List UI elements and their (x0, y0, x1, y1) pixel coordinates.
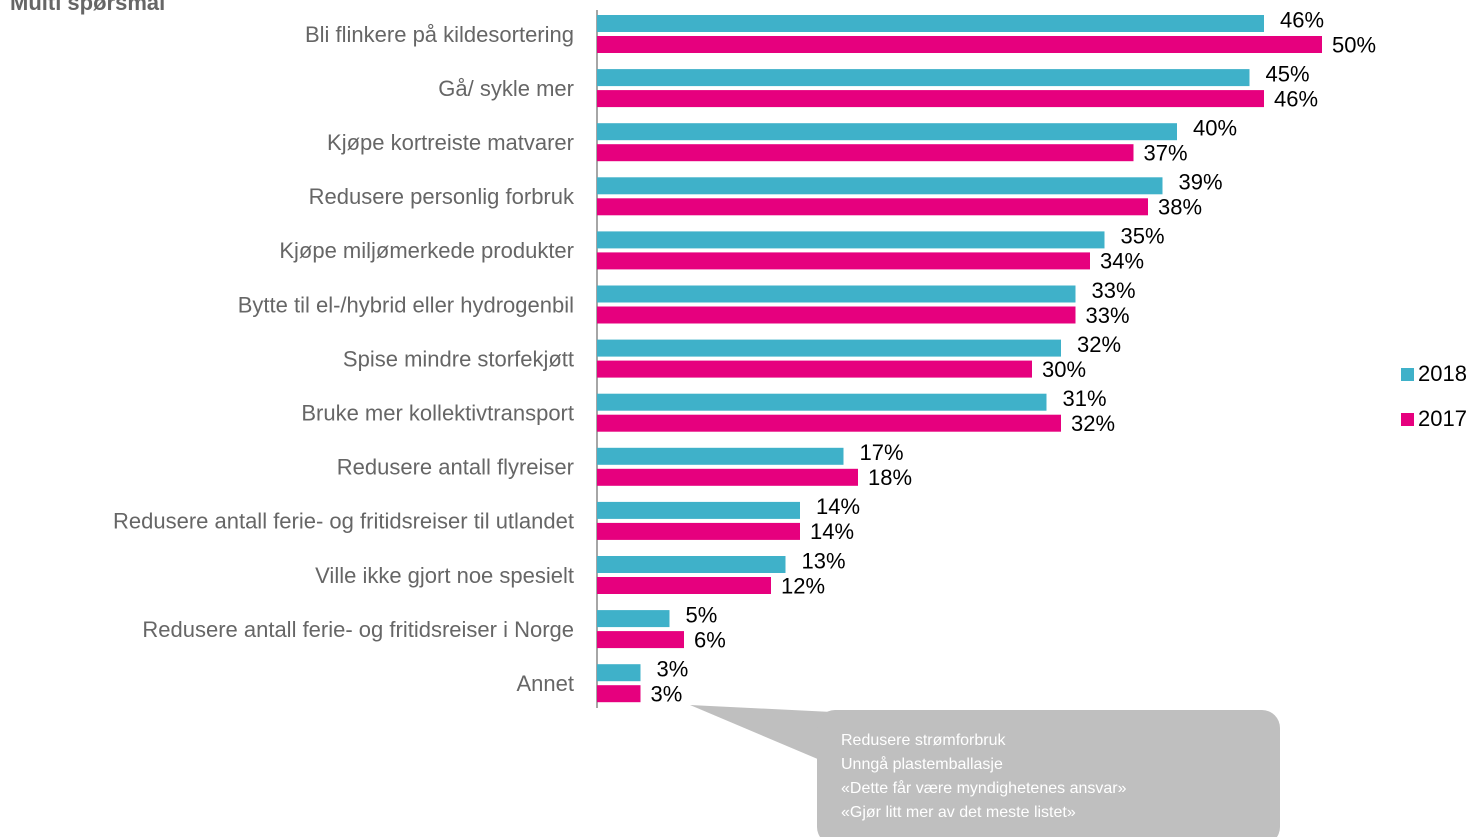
bar (597, 90, 1264, 108)
category-label: Kjøpe miljømerkede produkter (279, 238, 574, 263)
value-label: 37% (1144, 141, 1188, 166)
bar (597, 36, 1322, 53)
bar (597, 685, 641, 703)
category-label: Ville ikke gjort noe spesielt (315, 563, 574, 588)
bar (597, 393, 1047, 411)
category-label: Bytte til el-/hybrid eller hydrogenbil (238, 292, 574, 317)
bar (597, 414, 1061, 432)
value-label: 33% (1086, 303, 1130, 328)
bar (597, 577, 771, 594)
bar (597, 664, 641, 682)
bar (597, 285, 1076, 303)
category-label: Redusere personlig forbruk (309, 184, 575, 209)
value-label: 35% (1121, 224, 1165, 249)
bar (597, 144, 1134, 162)
value-label: 46% (1274, 86, 1318, 111)
bar (597, 123, 1177, 141)
bar (597, 231, 1105, 249)
bar (597, 522, 800, 540)
callout-text: Unngå plastemballasje (841, 755, 1003, 773)
bar (597, 631, 684, 649)
bar (597, 69, 1250, 87)
callout-pointer (690, 705, 832, 760)
category-label: Bli flinkere på kildesortering (305, 22, 574, 47)
bar (597, 252, 1090, 270)
value-label: 3% (657, 657, 689, 682)
callout-box (817, 710, 1280, 837)
category-label: Spise mindre storfekjøtt (343, 346, 574, 371)
bar (597, 556, 786, 573)
callout-text: «Dette får være myndighetenes ansvar» (841, 779, 1127, 797)
bar (597, 610, 670, 628)
value-label: 39% (1179, 170, 1223, 195)
value-label: 5% (686, 602, 718, 627)
legend-label: 2018 (1418, 361, 1467, 386)
category-label: Kjøpe kortreiste matvarer (327, 130, 574, 155)
value-label: 17% (860, 440, 904, 465)
category-label: Bruke mer kollektivtransport (301, 401, 574, 426)
bar (597, 15, 1264, 32)
category-label: Redusere antall ferie- og fritidsreiser … (113, 509, 574, 534)
value-label: 12% (781, 573, 825, 598)
value-label: 46% (1280, 7, 1324, 32)
value-label: 38% (1158, 195, 1202, 220)
value-label: 31% (1063, 386, 1107, 411)
category-label: Redusere antall flyreiser (337, 455, 574, 480)
bar (597, 198, 1148, 216)
value-label: 32% (1071, 411, 1115, 436)
value-label: 18% (868, 465, 912, 490)
value-label: 3% (651, 682, 683, 707)
chart-title: Multi spørsmål (10, 0, 165, 15)
callout-text: «Gjør litt mer av det meste listet» (841, 804, 1076, 821)
legend-label: 2017 (1418, 406, 1467, 431)
bar (597, 468, 858, 486)
value-label: 14% (816, 494, 860, 519)
bar (597, 306, 1076, 324)
callout-text: Redusere strømforbruk (841, 732, 1006, 749)
value-label: 14% (810, 519, 854, 544)
value-label: 6% (694, 627, 726, 652)
bar (597, 360, 1032, 378)
category-label: Redusere antall ferie- og fritidsreiser … (142, 617, 574, 642)
value-label: 40% (1193, 116, 1237, 141)
category-label: Annet (517, 671, 575, 696)
category-label: Gå/ sykle mer (438, 76, 574, 101)
value-label: 50% (1332, 32, 1376, 57)
bar (597, 339, 1061, 357)
value-label: 33% (1092, 278, 1136, 303)
legend-swatch (1401, 368, 1414, 381)
value-label: 34% (1100, 249, 1144, 274)
bar (597, 447, 844, 465)
value-label: 32% (1077, 332, 1121, 357)
legend-swatch (1401, 413, 1414, 426)
value-label: 45% (1266, 61, 1310, 86)
bar (597, 177, 1163, 195)
bar (597, 501, 800, 519)
value-label: 13% (802, 548, 846, 573)
value-label: 30% (1042, 357, 1086, 382)
